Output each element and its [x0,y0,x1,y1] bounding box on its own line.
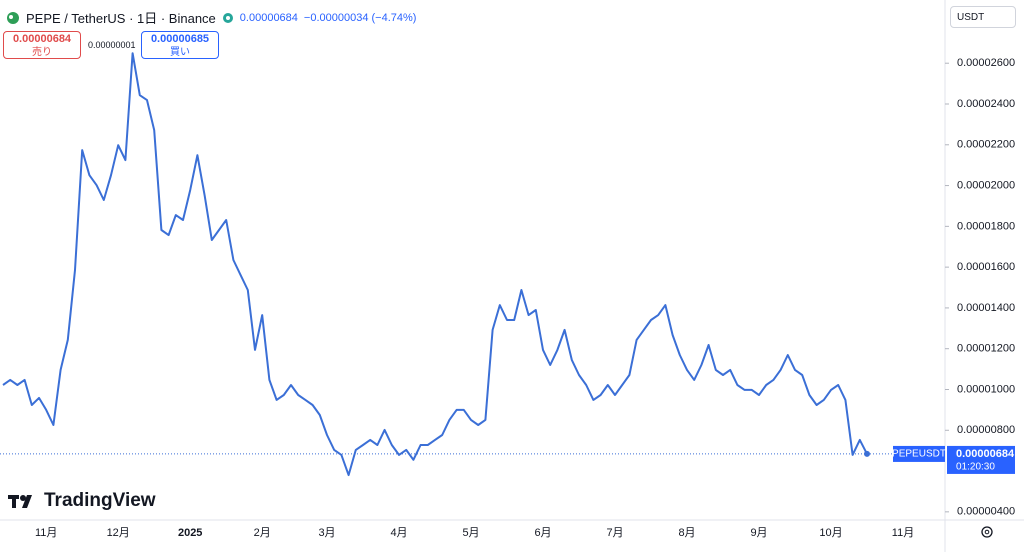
price-change: −0.00000034 (−4.74%) [303,11,417,24]
x-tick-label: 9月 [750,527,767,539]
price-line [2,52,868,477]
x-tick-label: 3月 [318,527,335,539]
y-tick-label: 0.00001600 [957,261,1015,273]
logo: TradingView [8,490,156,512]
symbol-title: PEPE / TetherUS · 1日 · Binance [26,11,216,26]
sell-button[interactable]: 0.00000684 売り [3,31,81,59]
x-tick-label: 11月 [892,527,914,539]
symbol-tag [893,445,945,462]
x-tick-label: 11月 [35,527,57,539]
x-tick-label: 7月 [606,527,623,539]
y-tick-label: 0.00001400 [957,302,1015,314]
x-tick-label: 8月 [678,527,695,539]
x-tick-label: 2月 [254,527,271,539]
logo-text: TradingView [44,490,156,511]
y-tick-label: 0.00000800 [957,424,1015,436]
x-tick-label: 12月 [107,527,130,539]
symbol-tag-label: PEPEUSDT [892,449,946,460]
y-tick-label: 0.00001800 [957,220,1015,232]
buy-price: 0.00000685 [150,33,210,45]
legend: PEPE / TetherUS · 1日 · Binance 0.0000068… [6,8,416,27]
y-tick-label: 0.00001000 [957,383,1015,395]
status-dot [222,12,233,23]
last-price: 0.00000684 [239,11,298,24]
sell-label: 売り [32,47,52,58]
x-tick-label: 5月 [462,527,479,539]
x-tick-label: 10月 [819,527,842,539]
x-tick-label: 4月 [390,527,407,539]
logo-icon [8,495,32,508]
countdown-label: 01:20:30 [956,462,995,473]
last-point [864,450,870,457]
price-tag-label: 0.00000684 [956,448,1015,460]
spread: 0.00000001 [88,40,136,50]
y-tick-label: 0.00000400 [957,506,1015,518]
x-tick-label: 6月 [534,527,551,539]
y-tick-label: 0.00002200 [957,139,1015,151]
y-tick-label: 0.00002400 [957,98,1015,110]
y-tick-label: 0.00002000 [957,179,1015,191]
symbol-icon [7,11,19,24]
currency-select[interactable]: USDT [950,6,1016,28]
sell-price: 0.00000684 [12,33,72,45]
y-tick-label: 0.00001200 [957,343,1015,355]
y-tick-label: 0.00002600 [957,57,1015,69]
buy-button[interactable]: 0.00000685 買い [141,31,219,59]
buy-label: 買い [170,47,190,58]
settings-icon[interactable] [981,526,993,538]
price-tag [947,445,1015,474]
x-tick-label: 2025 [178,527,202,539]
